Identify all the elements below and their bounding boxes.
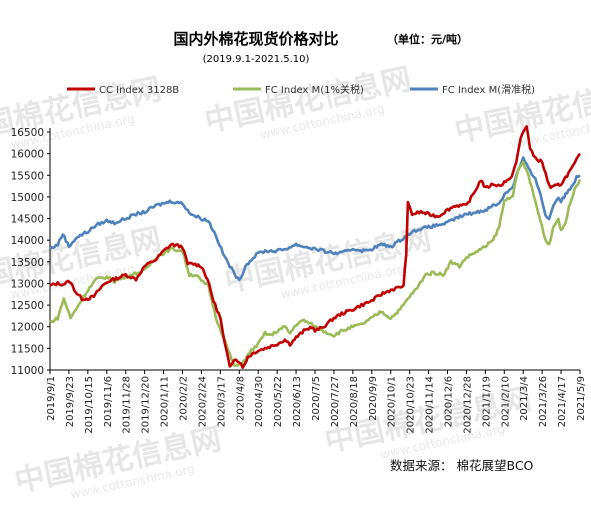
series-line — [49, 125, 582, 370]
x-axis-ticks: 2019/9/1 2019/9/23 2019/10/15 2019/11/6 2019… — [46, 370, 587, 434]
x-tick-label: 2020/4/30 — [254, 376, 265, 427]
x-tick-label: 2021/2/10 — [500, 376, 511, 427]
x-tick-label: 2019/11/6 — [103, 376, 114, 427]
y-tick-label: 15500 — [11, 170, 44, 182]
x-tick-label: 2020/12/6 — [444, 376, 455, 427]
series-lines — [49, 125, 582, 370]
y-tick-label: 13000 — [11, 278, 44, 290]
x-tick-label: 2019/10/15 — [84, 376, 95, 434]
y-tick-label: 12500 — [11, 300, 44, 312]
legend: CC Index 3128B FC Index M(1%关税) FC Index M… — [67, 83, 535, 96]
y-axis-ticks: 11000 11500 12000 12500 13000 13500 14000 14500… — [11, 127, 50, 377]
x-tick-label: 2020/4/8 — [235, 376, 246, 421]
x-tick-label: 2019/9/1 — [46, 376, 57, 421]
x-tick-label: 2020/7/5 — [311, 376, 322, 421]
y-tick-label: 15000 — [11, 192, 44, 204]
x-tick-label: 2021/1/19 — [481, 376, 492, 427]
x-tick-label: 2019/9/23 — [65, 376, 76, 427]
x-tick-label: 2021/3/4 — [519, 376, 530, 421]
y-tick-label: 16500 — [11, 127, 44, 139]
y-tick-label: 12000 — [11, 322, 44, 334]
x-tick-label: 2020/1/11 — [160, 376, 171, 427]
x-tick-label: 2020/6/13 — [292, 376, 303, 427]
x-tick-label: 2020/3/17 — [216, 376, 227, 427]
x-tick-label: 2019/11/28 — [122, 376, 133, 434]
x-tick-label: 2020/2/24 — [197, 376, 208, 427]
x-tick-label: 2020/8/18 — [349, 376, 360, 427]
series-line — [49, 156, 581, 282]
x-tick-label: 2020/11/14 — [425, 376, 436, 434]
legend-label: FC Index M(1%关税) — [265, 83, 364, 96]
y-tick-label: 13500 — [11, 257, 44, 269]
x-tick-label: 2019/12/20 — [141, 376, 152, 434]
x-tick-label: 2020/12/28 — [462, 376, 473, 434]
chart-subtitle: (2019.9.1-2021.5.10) — [203, 54, 310, 65]
y-tick-label: 11000 — [11, 365, 44, 377]
y-tick-label: 16000 — [11, 149, 44, 161]
y-tick-label: 11500 — [11, 343, 44, 355]
x-tick-label: 2020/10/1 — [387, 376, 398, 427]
x-tick-label: 2021/5/9 — [576, 376, 587, 421]
source-note: 数据来源： 棉花展望BCO — [390, 458, 534, 473]
legend-label: CC Index 3128B — [99, 85, 179, 96]
legend-label: FC Index M(滑准税) — [442, 83, 535, 96]
x-tick-label: 2020/10/23 — [406, 376, 417, 434]
x-tick-label: 2020/7/27 — [330, 376, 341, 427]
x-tick-label: 2020/9/9 — [368, 376, 379, 421]
x-tick-label: 2020/2/2 — [179, 376, 190, 421]
y-tick-label: 14000 — [11, 235, 44, 247]
x-tick-label: 2021/3/26 — [538, 376, 549, 427]
x-tick-label: 2021/4/17 — [557, 376, 568, 427]
y-tick-label: 14500 — [11, 214, 44, 226]
unit-label: （单位：元/吨） — [387, 32, 468, 46]
chart-title: 国内外棉花现货价格对比 — [173, 30, 338, 48]
x-tick-label: 2020/5/22 — [273, 376, 284, 427]
